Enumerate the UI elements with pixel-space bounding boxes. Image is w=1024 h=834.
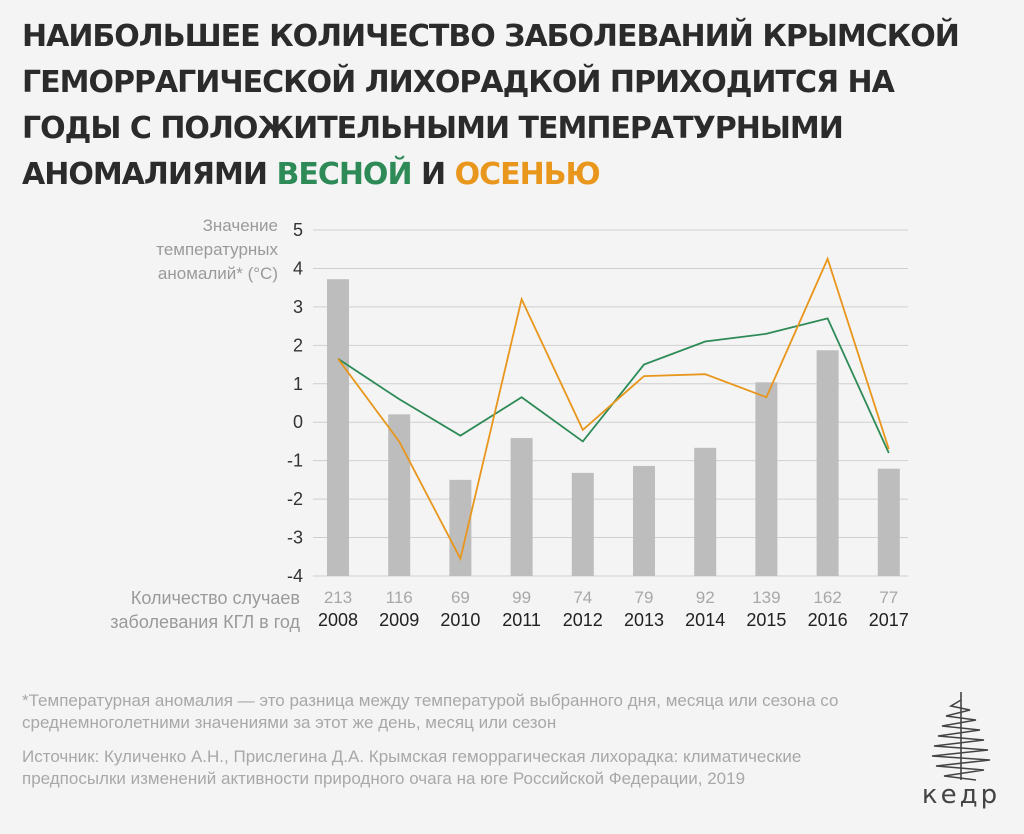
chart-title: Наибольшее количество заболеваний Крымск… (22, 14, 982, 198)
year-label: 2011 (502, 610, 541, 630)
title-conj: и (421, 157, 446, 192)
year-label: 2013 (624, 610, 664, 630)
case-bar (816, 350, 839, 576)
y-axis-label: Значение температурных аномалий* (°С) (156, 216, 278, 283)
y-tick-label: -3 (287, 528, 303, 548)
y-tick-label: 2 (293, 335, 303, 355)
cases-row-label: Количество случаев заболевания КГЛ в год (110, 588, 300, 632)
y-tick-label: 0 (293, 412, 303, 432)
year-label: 2010 (440, 610, 480, 630)
case-count-label: 92 (696, 588, 715, 607)
logo-text: кедр (921, 780, 1001, 810)
case-bar (877, 468, 900, 576)
case-count-label: 162 (813, 588, 841, 607)
year-label: 2014 (685, 610, 725, 630)
case-count-label: 69 (451, 588, 470, 607)
case-bar (449, 479, 472, 576)
y-tick-label: -4 (287, 566, 303, 586)
case-bar (633, 465, 655, 576)
y-tick-label: -2 (287, 489, 303, 509)
y-tick-label: 1 (293, 374, 303, 394)
kedr-logo (931, 692, 991, 781)
year-label: 2017 (869, 610, 909, 630)
case-bar (388, 414, 411, 576)
case-bar (755, 382, 778, 576)
year-label: 2008 (318, 610, 358, 630)
case-count-label: 116 (386, 588, 413, 607)
case-bar (510, 438, 533, 576)
title-spring: весной (276, 157, 412, 192)
year-label: 2009 (379, 610, 419, 630)
spring-anomaly-line (337, 317, 890, 454)
year-label: 2012 (563, 610, 603, 630)
case-bar (694, 447, 717, 576)
autumn-anomaly-line (337, 256, 890, 562)
case-bar (571, 472, 594, 576)
title-autumn: осенью (454, 157, 601, 192)
y-tick-label: 3 (293, 297, 303, 317)
case-bar (327, 279, 349, 576)
title-main: Наибольшее количество заболеваний Крымск… (22, 19, 960, 192)
source-note: Источник: Куличенко А.Н., Прислегина Д.А… (22, 747, 802, 788)
case-count-label: 77 (879, 588, 898, 607)
case-count-label: 79 (635, 588, 654, 607)
year-label: 2015 (746, 610, 786, 630)
case-count-label: 213 (324, 588, 352, 607)
y-tick-label: 4 (293, 258, 303, 278)
case-count-label: 74 (573, 588, 592, 607)
case-count-label: 139 (752, 588, 780, 607)
footnote: *Температурная аномалия — это разница ме… (22, 691, 839, 732)
y-tick-label: 5 (293, 220, 303, 240)
case-count-label: 99 (512, 588, 531, 607)
year-label: 2016 (808, 610, 848, 630)
y-tick-label: -1 (287, 451, 303, 471)
